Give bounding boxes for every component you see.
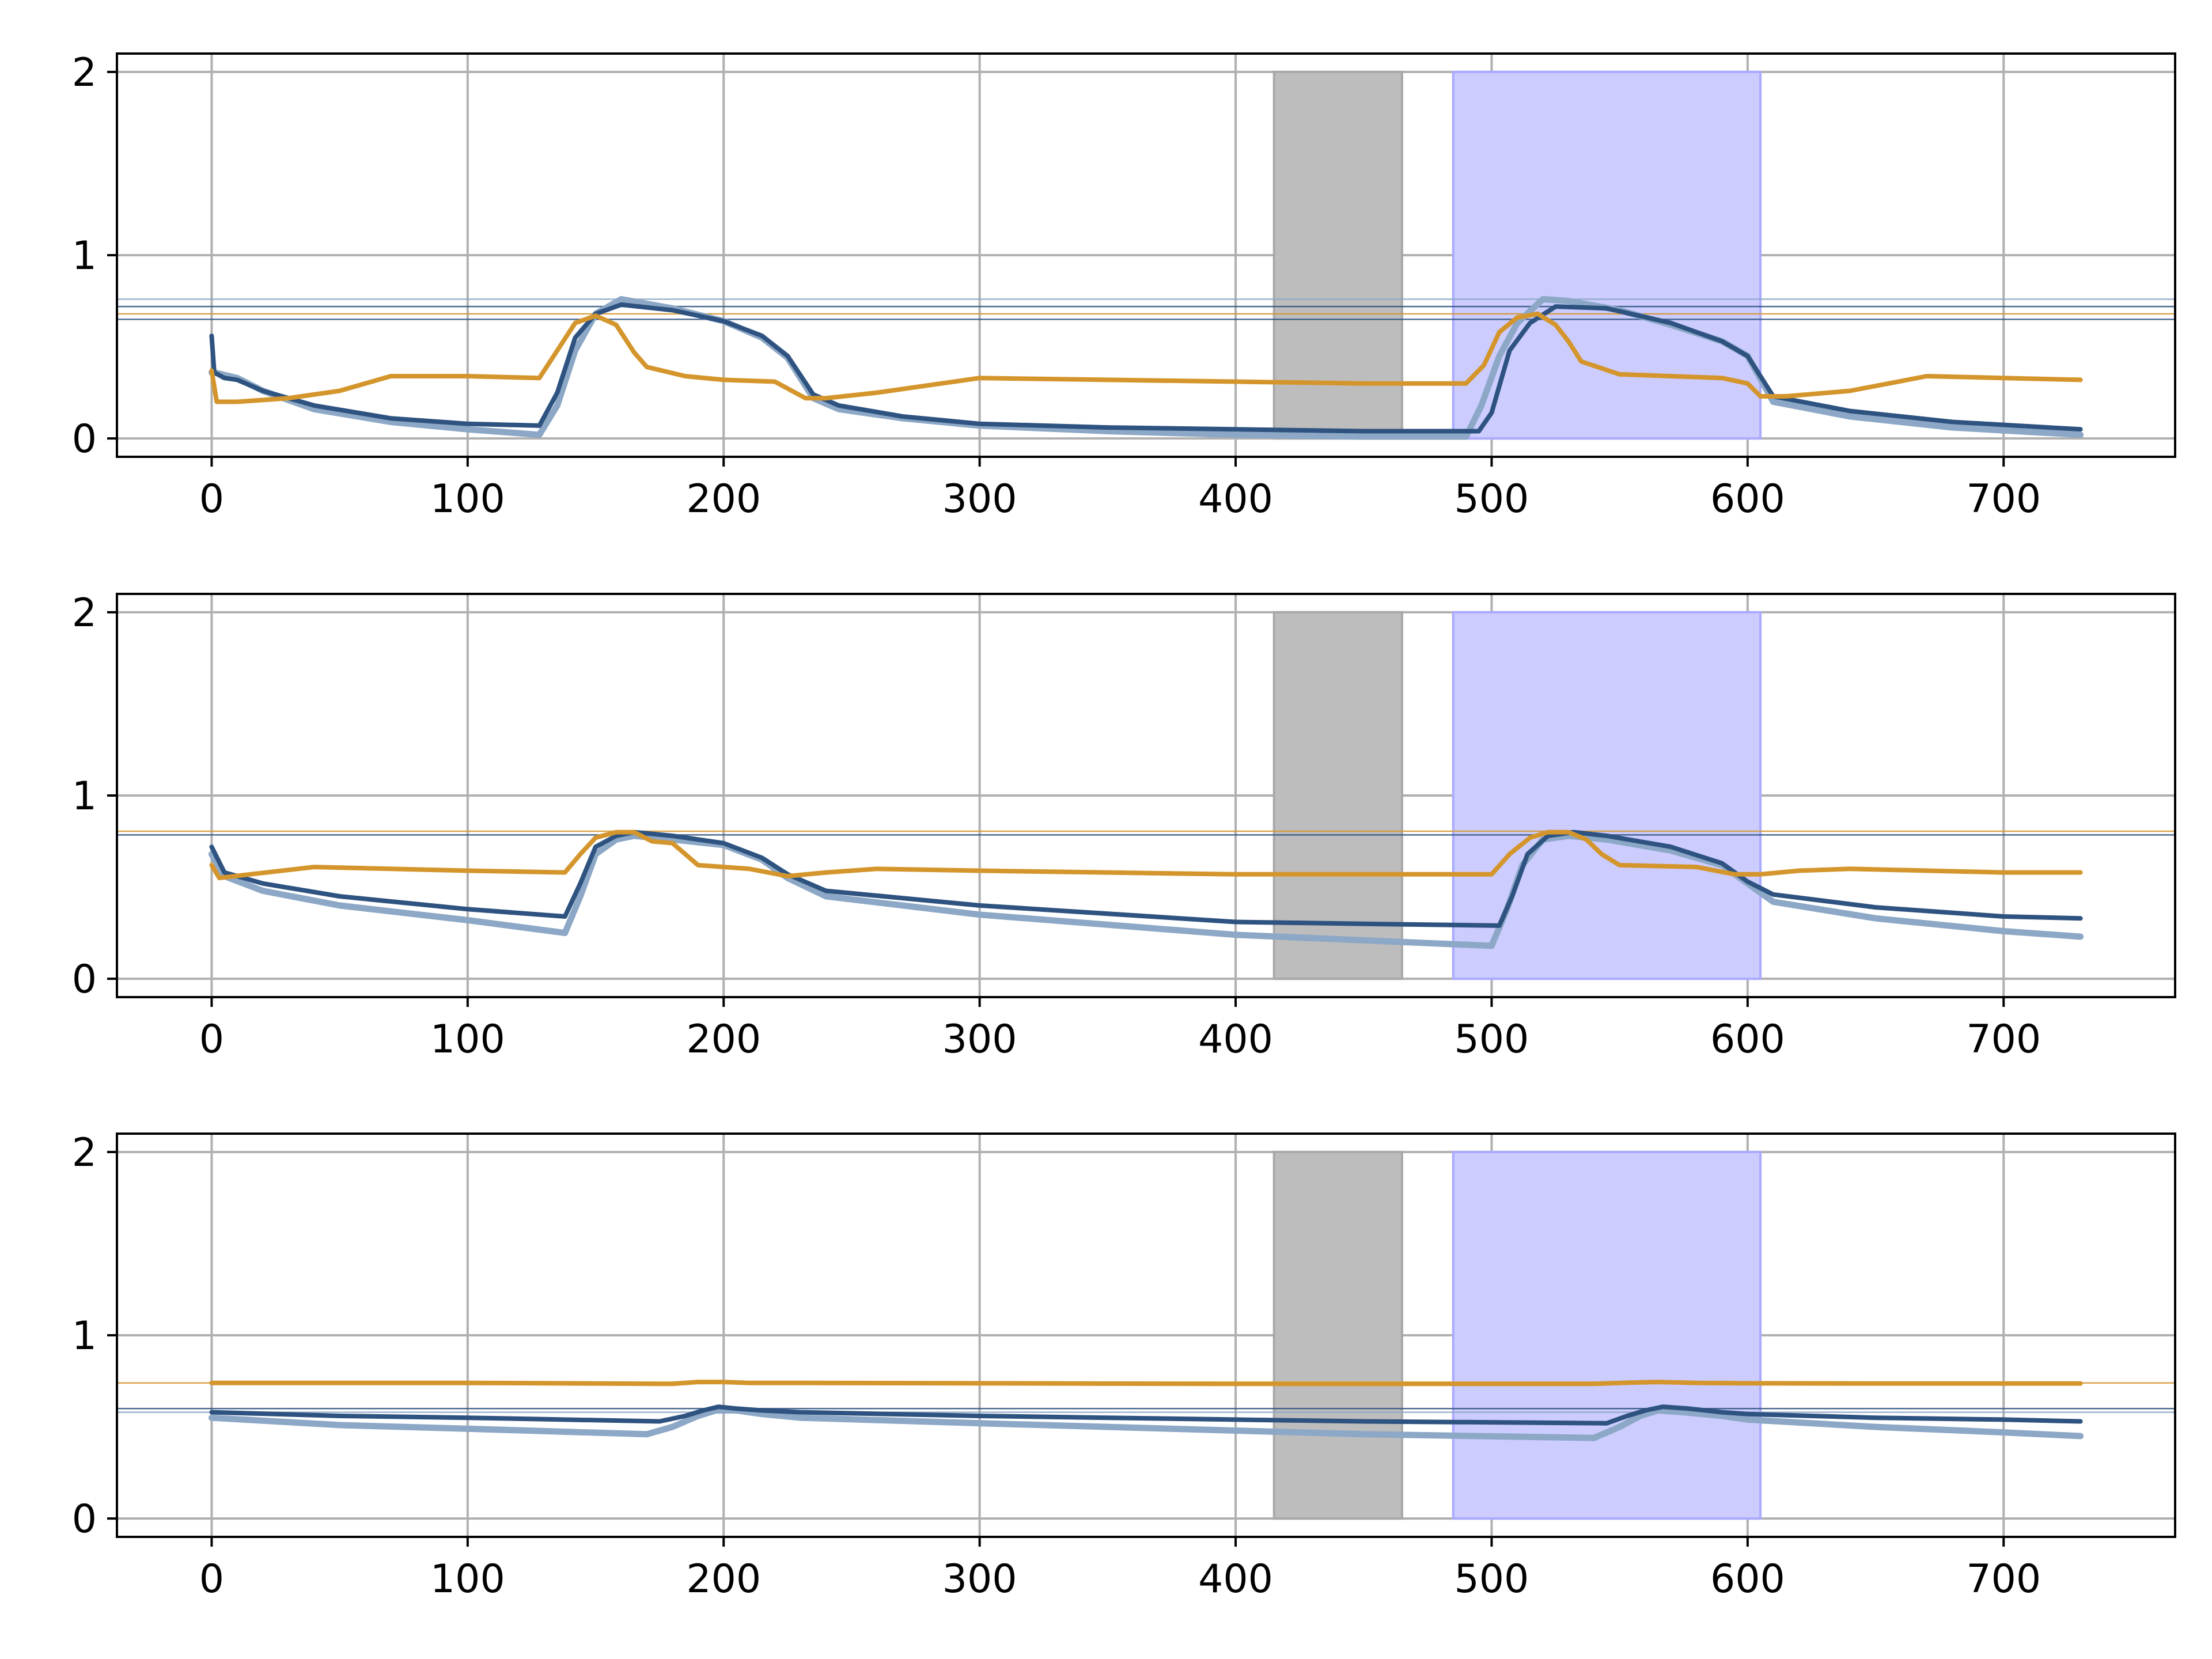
x-tick-label: 700 [1966, 1556, 2041, 1602]
y-tick-label: 2 [72, 590, 97, 636]
x-tick-label: 600 [1710, 476, 1785, 522]
series-dark-blue [209, 1404, 2083, 1426]
gray-region [1272, 1150, 1403, 1520]
x-tick-label: 300 [942, 1556, 1017, 1602]
plot-area [117, 296, 2175, 440]
panel-2: 0 100 200 300 400 500 600 700 0 1 2 [72, 590, 2176, 1062]
x-tick-label: 100 [430, 476, 505, 522]
gray-region [1272, 70, 1403, 440]
series-orange [209, 1380, 2083, 1387]
y-tick-label: 2 [72, 1130, 97, 1176]
x-tick-label: 100 [430, 1017, 505, 1062]
x-tick-label: 0 [199, 476, 224, 522]
y-tick-label: 1 [72, 774, 97, 819]
x-tick-label: 400 [1198, 476, 1273, 522]
x-tick-label: 500 [1455, 476, 1529, 522]
x-tick-label: 100 [430, 1556, 505, 1602]
gray-region [1272, 611, 1403, 980]
x-tick-label: 300 [942, 476, 1017, 522]
x-tick-label: 700 [1966, 1017, 2041, 1062]
series-light-blue [208, 1407, 2084, 1441]
x-tick-label: 400 [1198, 1017, 1273, 1062]
x-tick-label: 0 [199, 1556, 224, 1602]
plot-area [117, 830, 2175, 949]
y-tick-label: 1 [72, 1313, 97, 1359]
series-light-blue [208, 832, 2084, 949]
y-tick-label: 2 [72, 50, 97, 96]
panel-3: 0 100 200 300 400 500 600 700 0 1 2 [72, 1130, 2176, 1602]
plot-area [117, 1380, 2175, 1441]
blue-region [1452, 1150, 1762, 1520]
x-tick-label: 200 [686, 476, 761, 522]
series-orange [209, 311, 2083, 404]
series-dark-blue [209, 302, 2083, 434]
series-orange [209, 830, 2083, 881]
x-tick-label: 700 [1966, 476, 2041, 522]
x-tick-label: 500 [1455, 1017, 1529, 1062]
y-tick-label: 0 [72, 1497, 97, 1542]
x-tick-label: 600 [1710, 1017, 1785, 1062]
x-tick-label: 0 [199, 1017, 224, 1062]
series-dark-blue [209, 830, 2083, 928]
x-tick-label: 500 [1455, 1556, 1529, 1602]
x-tick-label: 200 [686, 1556, 761, 1602]
y-tick-label: 0 [72, 957, 97, 1002]
y-tick-label: 0 [72, 416, 97, 462]
x-tick-label: 300 [942, 1017, 1017, 1062]
y-tick-label: 1 [72, 233, 97, 279]
x-tick-label: 600 [1710, 1556, 1785, 1602]
x-tick-label: 400 [1198, 1556, 1273, 1602]
x-tick-label: 200 [686, 1017, 761, 1062]
panel-1: 0 100 200 300 400 500 600 700 0 1 2 [72, 50, 2176, 522]
